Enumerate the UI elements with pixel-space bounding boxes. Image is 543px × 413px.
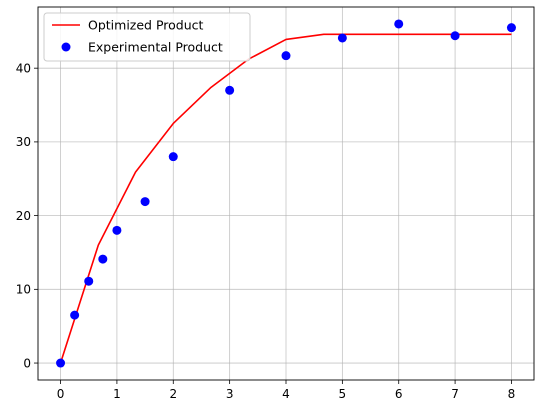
y-tick-label: 0 <box>23 356 31 370</box>
legend-marker-swatch <box>61 42 71 52</box>
experimental-product-point <box>168 152 178 162</box>
y-tick-label: 20 <box>16 209 31 223</box>
x-tick-label: 3 <box>226 387 234 401</box>
y-tick-label: 30 <box>16 135 31 149</box>
experimental-product-point <box>98 254 108 264</box>
optimized-product-line <box>59 33 512 364</box>
experimental-product-point <box>84 276 94 286</box>
x-tick-label: 2 <box>169 387 177 401</box>
grid <box>38 7 534 380</box>
experimental-product-point <box>506 23 516 33</box>
x-tick-label: 6 <box>395 387 403 401</box>
x-tick-label: 0 <box>57 387 65 401</box>
legend-label-experimental: Experimental Product <box>88 40 223 55</box>
experimental-product-point <box>337 33 347 43</box>
series-layer <box>56 19 516 368</box>
experimental-product-point <box>450 31 460 41</box>
x-tick-label: 8 <box>508 387 516 401</box>
experimental-product-point <box>394 19 404 29</box>
y-tick-label: 10 <box>16 283 31 297</box>
experimental-product-point <box>70 310 80 320</box>
y-tick-label: 40 <box>16 61 31 75</box>
legend-label-optimized: Optimized Product <box>88 18 204 33</box>
experimental-product-point <box>140 197 150 207</box>
experimental-product-point <box>225 85 235 95</box>
x-tick-label: 4 <box>282 387 290 401</box>
legend-box <box>43 12 251 62</box>
x-tick-label: 5 <box>339 387 347 401</box>
x-tick-label: 7 <box>451 387 459 401</box>
axes: 0 1 2 3 4 5 6 7 8 0 10 20 30 40 <box>16 61 516 401</box>
experimental-product-point <box>112 225 122 235</box>
x-tick-label: 1 <box>113 387 121 401</box>
experimental-product-point <box>56 358 66 368</box>
legend: Optimized Product Experimental Product <box>43 12 251 62</box>
experimental-product-point <box>281 51 291 61</box>
